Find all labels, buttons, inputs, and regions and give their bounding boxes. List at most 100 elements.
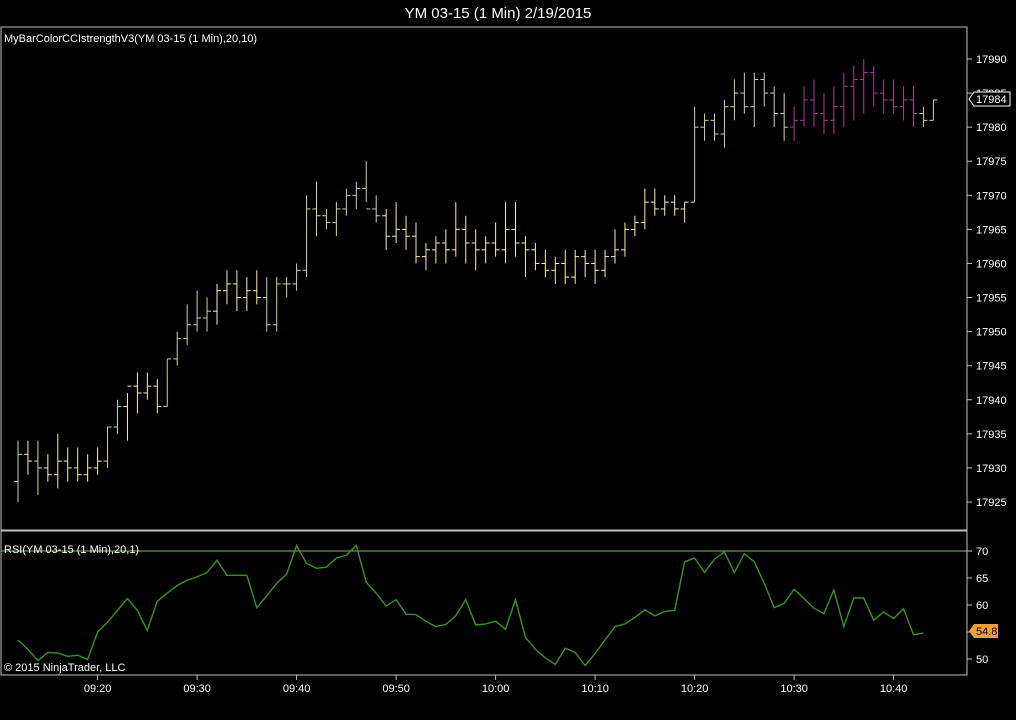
ohlc-bar — [23, 440, 32, 475]
ohlc-bar — [471, 229, 480, 271]
ohlc-bar — [83, 454, 92, 482]
price-tick-label: 17980 — [976, 122, 1007, 134]
ohlc-bar — [133, 372, 142, 414]
ohlc-bar — [63, 447, 72, 482]
ohlc-bar — [780, 93, 789, 141]
price-indicator-label: MyBarColorCCIstrengthV3(YM 03-15 (1 Min)… — [4, 33, 257, 45]
ohlc-bar — [601, 249, 610, 278]
ohlc-bar — [342, 188, 351, 216]
ohlc-bar — [272, 277, 281, 332]
ohlc-bar — [680, 201, 689, 223]
last-rsi-marker: 54.8 — [969, 624, 998, 638]
time-tick-label: 10:30 — [780, 683, 808, 695]
price-tick-label: 17990 — [976, 54, 1007, 66]
price-tick-label: 17965 — [976, 224, 1007, 236]
ohlc-bar — [402, 215, 411, 250]
rsi-tick-label: 50 — [976, 654, 988, 666]
ohlc-bar — [710, 113, 719, 141]
ohlc-bar — [262, 277, 271, 332]
last-rsi-tag-shape — [969, 624, 998, 638]
price-tick-label: 17925 — [976, 497, 1007, 509]
ohlc-bar — [611, 229, 619, 264]
ohlc-bar — [481, 236, 490, 264]
ohlc-bar — [53, 433, 62, 489]
ohlc-bar — [451, 202, 460, 257]
ohlc-bar — [222, 270, 231, 305]
ohlc-bar — [143, 372, 152, 400]
ohlc-bar — [630, 215, 639, 237]
ohlc-bar — [203, 297, 212, 332]
rsi-tick-label: 65 — [976, 573, 988, 585]
ohlc-bar — [332, 202, 341, 237]
ohlc-bar — [790, 106, 799, 141]
ohlc-bar — [461, 215, 470, 264]
last-rsi-tag: 54.8 — [976, 626, 997, 638]
ohlc-bar — [800, 86, 809, 128]
window-title: YM 03-15 (1 Min) 2/19/2015 — [405, 5, 592, 22]
ohlc-bar — [819, 93, 828, 134]
ohlc-bar — [282, 277, 291, 298]
ohlc-bar — [441, 229, 450, 264]
ohlc-bar — [670, 195, 679, 216]
ohlc-bar — [43, 454, 52, 482]
rsi-line — [17, 543, 924, 667]
ohlc-bar — [163, 358, 172, 408]
ohlc-bar — [103, 426, 112, 468]
ohlc-bar — [730, 79, 739, 121]
price-tick-label: 17945 — [976, 361, 1007, 373]
ohlc-bar — [382, 208, 391, 250]
time-tick-label: 10:10 — [581, 683, 609, 695]
ohlc-bar — [561, 249, 570, 284]
ohlc-bar — [113, 399, 122, 434]
ohlc-bar — [839, 72, 848, 128]
ohlc-bar — [412, 222, 420, 264]
time-tick-label: 09:30 — [183, 683, 211, 695]
ohlc-bar — [372, 195, 381, 223]
ohlc-bar — [690, 106, 699, 203]
ohlc-bar — [531, 243, 540, 271]
ohlc-bar — [123, 385, 132, 441]
price-tick-label: 17975 — [976, 156, 1007, 168]
ohlc-bar — [551, 256, 560, 284]
ohlc-bar — [929, 99, 938, 121]
ohlc-bar — [14, 440, 22, 502]
ohlc-bar — [899, 86, 908, 121]
time-tick-label: 10:00 — [482, 683, 510, 695]
ohlc-bar — [750, 72, 759, 128]
ohlc-bar — [232, 270, 241, 312]
ohlc-bar — [302, 195, 311, 278]
ohlc-bar — [859, 59, 868, 114]
ohlc-bar — [511, 202, 520, 257]
ohlc-bar — [571, 249, 580, 284]
price-tick-label: 17935 — [976, 429, 1007, 441]
ohlc-bar — [352, 181, 361, 209]
ohlc-bar — [700, 113, 709, 141]
ohlc-bar — [73, 447, 82, 482]
ohlc-bar — [173, 331, 182, 366]
price-tick-label: 17955 — [976, 293, 1007, 305]
ohlc-bar — [740, 72, 749, 114]
ohlc-bar — [869, 65, 878, 107]
price-tick-label: 17930 — [976, 463, 1007, 475]
ohlc-bar — [292, 263, 301, 291]
ohlc-bar — [660, 195, 669, 216]
time-tick-label: 09:20 — [84, 683, 112, 695]
ohlc-bar — [620, 222, 629, 257]
rsi-tick-label: 60 — [976, 600, 988, 612]
time-tick-label: 10:20 — [681, 683, 709, 695]
ohlc-bar — [720, 99, 729, 148]
time-tick-label: 09:40 — [283, 683, 311, 695]
time-axis: 09:20 09:30 09:40 09:50 10:00 10:10 10:20 10:30… — [84, 675, 907, 695]
ohlc-bar — [421, 243, 430, 271]
last-price-marker: 17984 — [968, 91, 1011, 107]
ohlc-bar — [312, 181, 321, 237]
ohlc-bar — [362, 161, 371, 210]
ohlc-bar — [640, 188, 649, 230]
ohlc-bar — [770, 86, 779, 128]
price-tick-label: 17960 — [976, 258, 1007, 270]
ohlc-bar — [153, 379, 162, 414]
ohlc-bar — [93, 447, 102, 475]
ohlc-bar — [183, 304, 192, 346]
rsi-plot — [1, 543, 967, 667]
